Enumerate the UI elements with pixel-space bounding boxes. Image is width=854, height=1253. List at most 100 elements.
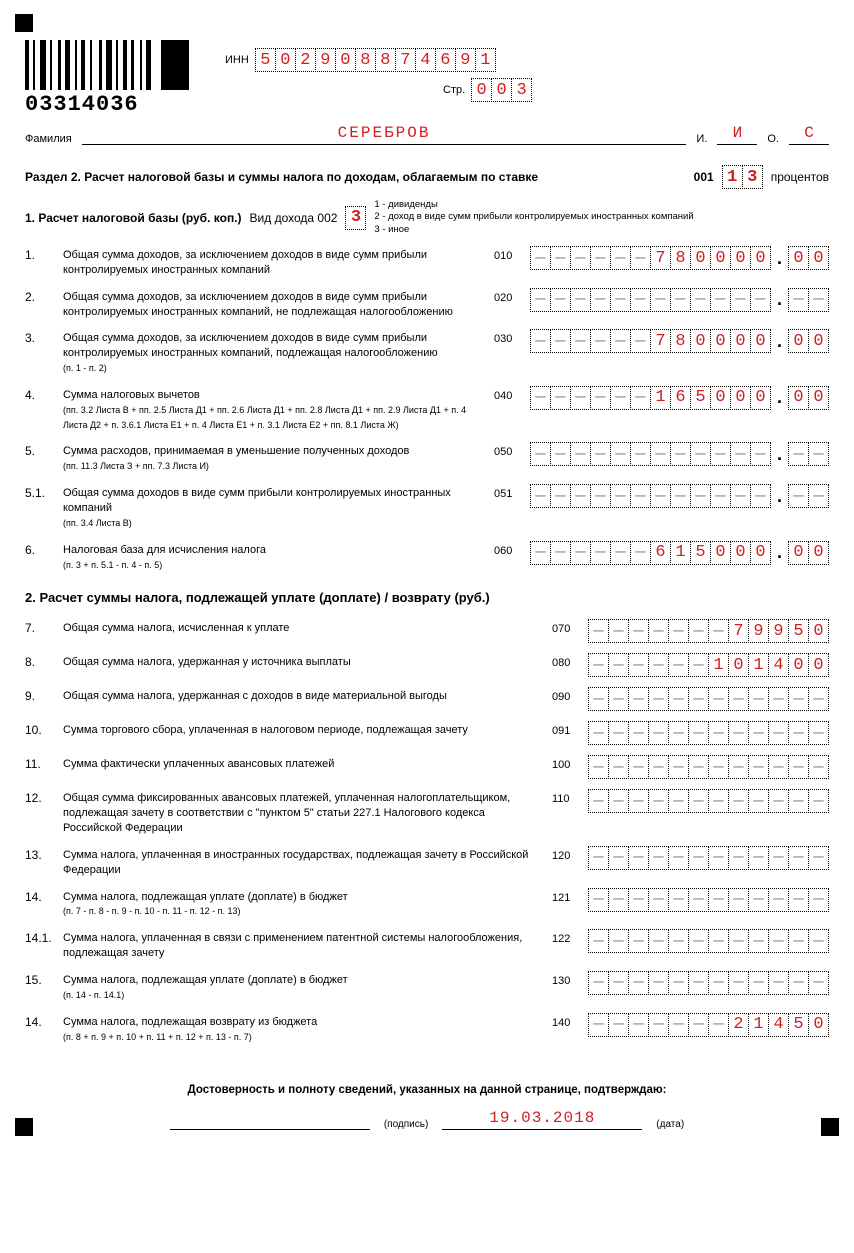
cell: — bbox=[628, 1013, 649, 1037]
form-row: 1.Общая сумма доходов, за исключением до… bbox=[25, 246, 829, 278]
cell: — bbox=[630, 484, 651, 508]
cell: — bbox=[668, 653, 689, 677]
cell: — bbox=[690, 288, 711, 312]
cell: 6 bbox=[435, 48, 456, 72]
row-code: 120 bbox=[552, 846, 588, 862]
row-text: Общая сумма доходов, за исключением дохо… bbox=[63, 329, 494, 376]
rows-section-2: 7.Общая сумма налога, исчисленная к упла… bbox=[25, 619, 829, 1044]
cell: 7 bbox=[650, 329, 671, 353]
row-cells: ———————————— bbox=[588, 721, 829, 745]
row-code: 121 bbox=[552, 888, 588, 904]
cell: 5 bbox=[788, 619, 809, 643]
cell: 5 bbox=[255, 48, 276, 72]
cell: — bbox=[768, 789, 789, 813]
row-number: 6. bbox=[25, 541, 63, 557]
row-text: Сумма налога, уплаченная в иностранных г… bbox=[63, 846, 552, 878]
sub2-title: 2. Расчет суммы налога, подлежащей уплат… bbox=[25, 590, 829, 605]
cell: — bbox=[708, 687, 729, 711]
cell: — bbox=[788, 846, 809, 870]
cell: 0 bbox=[750, 541, 771, 565]
cell: — bbox=[688, 929, 709, 953]
row-code: 080 bbox=[552, 653, 588, 669]
rate-code: 001 bbox=[694, 170, 714, 184]
row-code: 070 bbox=[552, 619, 588, 635]
surname-label: Фамилия bbox=[25, 133, 72, 145]
cell: — bbox=[588, 653, 609, 677]
cell: — bbox=[608, 653, 629, 677]
cell: — bbox=[688, 971, 709, 995]
row-code: 122 bbox=[552, 929, 588, 945]
cell: — bbox=[708, 888, 729, 912]
signature-label: (подпись) bbox=[384, 1119, 428, 1130]
initial-o-label: О. bbox=[767, 133, 779, 145]
cell: — bbox=[608, 1013, 629, 1037]
row-code: 060 bbox=[494, 541, 530, 557]
cell: — bbox=[670, 288, 691, 312]
cell: — bbox=[590, 484, 611, 508]
cell: 9 bbox=[748, 619, 769, 643]
cell: — bbox=[730, 288, 751, 312]
cell: — bbox=[588, 888, 609, 912]
cell: — bbox=[728, 846, 749, 870]
row-number: 14.1. bbox=[25, 929, 63, 945]
cell: — bbox=[530, 541, 551, 565]
cell: 5 bbox=[690, 386, 711, 410]
cell: — bbox=[728, 789, 749, 813]
cell: 2 bbox=[295, 48, 316, 72]
barcode: 03314036 bbox=[25, 40, 205, 117]
row-cells: ————————————.—— bbox=[530, 484, 829, 508]
cell: 5 bbox=[788, 1013, 809, 1037]
rows-section-1: 1.Общая сумма доходов, за исключением до… bbox=[25, 246, 829, 572]
cell: — bbox=[788, 442, 809, 466]
row-cells: ——————780000.00 bbox=[530, 246, 829, 270]
cell: — bbox=[668, 1013, 689, 1037]
row-number: 5. bbox=[25, 442, 63, 458]
cell: — bbox=[668, 888, 689, 912]
cell: 0 bbox=[335, 48, 356, 72]
row-text: Общая сумма налога, исчисленная к уплате bbox=[63, 619, 552, 636]
page-label: Стр. bbox=[443, 84, 465, 96]
cell: — bbox=[530, 329, 551, 353]
cell: — bbox=[688, 653, 709, 677]
barcode-number: 03314036 bbox=[25, 92, 205, 117]
cell: — bbox=[788, 755, 809, 779]
cell: — bbox=[588, 929, 609, 953]
cell: — bbox=[808, 755, 829, 779]
kind-cells: 3 bbox=[345, 206, 366, 230]
cell: — bbox=[808, 888, 829, 912]
cell: 0 bbox=[808, 386, 829, 410]
cell: — bbox=[688, 888, 709, 912]
cell: 7 bbox=[395, 48, 416, 72]
row-code: 110 bbox=[552, 789, 588, 805]
cell: — bbox=[588, 971, 609, 995]
cell: — bbox=[750, 288, 771, 312]
cell: — bbox=[608, 619, 629, 643]
cell: — bbox=[550, 442, 571, 466]
form-row: 9.Общая сумма налога, удержанная с доход… bbox=[25, 687, 829, 711]
cell: — bbox=[748, 846, 769, 870]
row-code: 040 bbox=[494, 386, 530, 402]
cell: 0 bbox=[750, 386, 771, 410]
cell: — bbox=[608, 755, 629, 779]
cell: — bbox=[570, 288, 591, 312]
row-cells: ————————————.—— bbox=[530, 288, 829, 312]
decimal-dot: . bbox=[775, 248, 784, 269]
cell: — bbox=[808, 929, 829, 953]
row-number: 10. bbox=[25, 721, 63, 737]
kind-label: Вид дохода 002 bbox=[250, 211, 338, 225]
row-cells: ——————780000.00 bbox=[530, 329, 829, 353]
cell: — bbox=[550, 246, 571, 270]
cell: — bbox=[670, 484, 691, 508]
cell: 3 bbox=[742, 165, 763, 189]
date-line: 19.03.2018 bbox=[442, 1110, 642, 1130]
row-cells: ——————615000.00 bbox=[530, 541, 829, 565]
cell: 0 bbox=[730, 329, 751, 353]
cell: — bbox=[728, 888, 749, 912]
row-text: Сумма налога, уплаченная в связи с приме… bbox=[63, 929, 552, 961]
cell: — bbox=[808, 789, 829, 813]
cell: — bbox=[530, 288, 551, 312]
inn-cells: 502908874691 bbox=[255, 48, 496, 72]
row-number: 4. bbox=[25, 386, 63, 402]
row-number: 14. bbox=[25, 1013, 63, 1029]
cell: — bbox=[590, 541, 611, 565]
